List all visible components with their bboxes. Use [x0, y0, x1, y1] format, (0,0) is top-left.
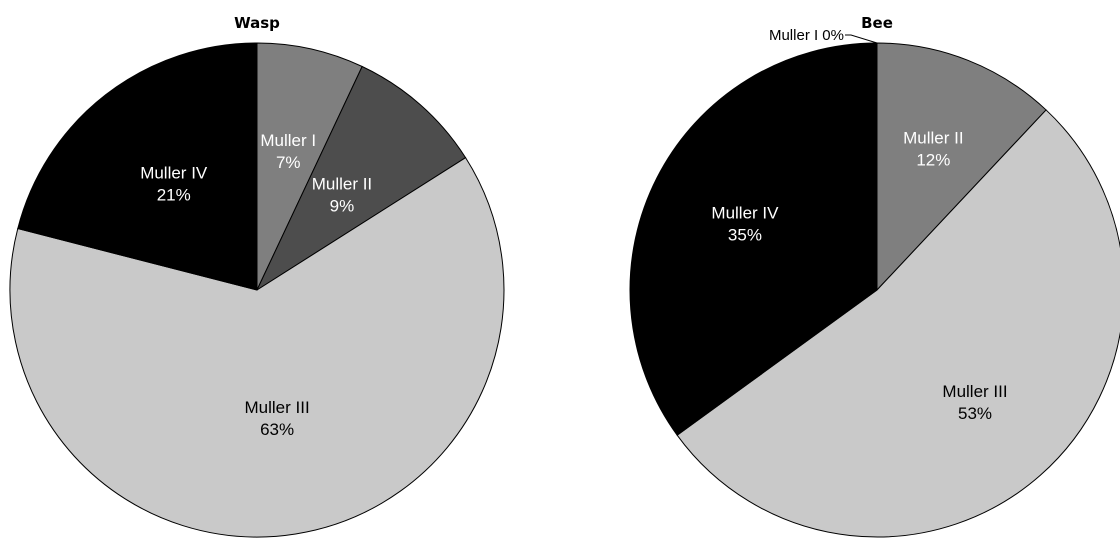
wasp-percent-muller-i: 7%: [276, 153, 301, 172]
bee-label-muller-i: Muller I 0%: [769, 27, 844, 44]
bee-percent-muller-ii: 12%: [916, 151, 950, 170]
bee-label-muller-ii: Muller II 12%: [903, 129, 963, 170]
bee-label-muller-iv: Muller IV 35%: [711, 204, 779, 245]
bee-slice-muller-iii: [676, 109, 1120, 538]
wasp-category-muller-iv: Muller IV: [140, 164, 208, 183]
bee-percent-muller-iii: 53%: [958, 404, 992, 423]
bee-percent-muller-iv: 35%: [728, 226, 762, 245]
bee-chart-title: Bee: [861, 14, 893, 32]
bee-category-muller-iv: Muller IV: [711, 204, 779, 223]
wasp-slice-muller-ii: [255, 65, 467, 292]
wasp-percent-muller-ii: 9%: [330, 197, 355, 216]
wasp-label-muller-i: Muller I 7%: [260, 131, 316, 172]
wasp-chart-title: Wasp: [234, 14, 280, 32]
bee-label-muller-iii: Muller III 53%: [942, 382, 1007, 423]
wasp-slice-muller-i: [256, 42, 363, 291]
bee-pie-chart: Bee Muller I 0% Muller II 12% Muller III 53%…: [629, 14, 1120, 538]
bee-slice-muller-ii: [876, 42, 1047, 292]
wasp-category-muller-iii: Muller III: [244, 398, 309, 417]
bee-category-muller-iii: Muller III: [942, 382, 1007, 401]
wasp-label-muller-iii: Muller III 63%: [244, 398, 309, 439]
wasp-category-muller-ii: Muller II: [312, 175, 372, 194]
wasp-pie-chart: Wasp Muller I 7%Muller II 9%Muller III 63%M…: [9, 14, 505, 538]
bee-slice-muller-iv: [629, 42, 878, 436]
wasp-category-muller-i: Muller I: [260, 131, 316, 150]
bee-category-muller-ii: Muller II: [903, 129, 963, 148]
wasp-slice-muller-iv: [17, 42, 258, 291]
wasp-label-muller-iv: Muller IV 21%: [140, 164, 208, 205]
wasp-label-muller-ii: Muller II 9%: [312, 175, 372, 216]
wasp-percent-muller-iii: 63%: [260, 420, 294, 439]
bee-leader-line-muller-i: [845, 34, 878, 44]
wasp-slice-muller-iii: [9, 156, 505, 538]
wasp-percent-muller-iv: 21%: [157, 186, 191, 205]
